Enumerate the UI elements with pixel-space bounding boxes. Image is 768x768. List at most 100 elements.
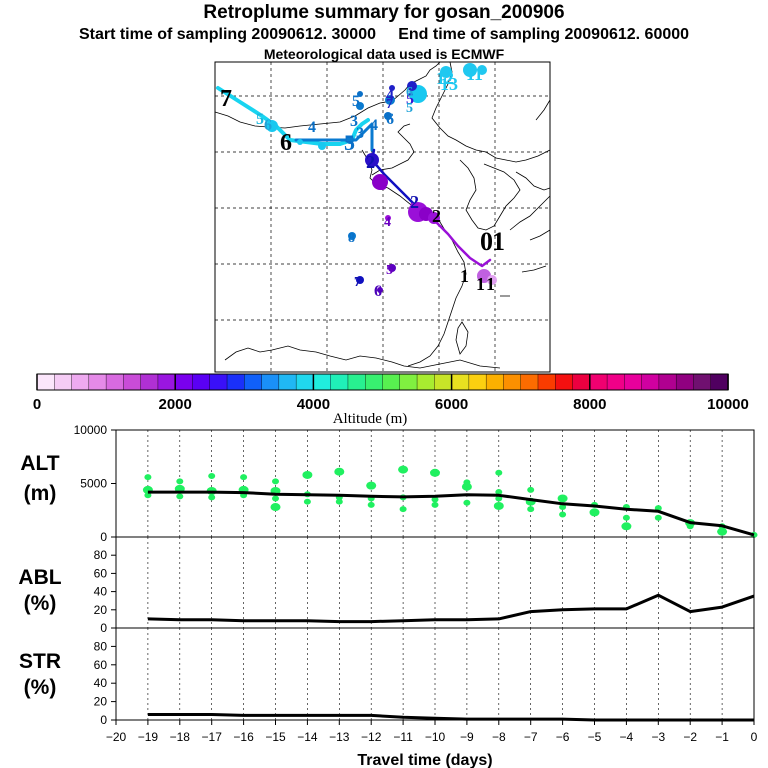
colorbar-tick-label: 0 (33, 396, 41, 413)
colorbar-cell (503, 373, 522, 391)
trajectory-label: 5 (406, 91, 414, 108)
panel-alt: 0 5000 10000 ALT (m) (20, 423, 758, 544)
panel-label: ABL (18, 566, 61, 589)
x-tick-label: 0 (751, 730, 758, 744)
y-tick-label: 0 (100, 713, 107, 727)
x-tick-label: −2 (683, 730, 697, 744)
trajectory-label: 4 (308, 119, 316, 136)
scatter-point (559, 504, 567, 511)
trajectory-label: 4 (386, 87, 394, 104)
trajectory-dot (463, 63, 477, 77)
colorbar-cell (468, 373, 487, 391)
x-tick-label: −9 (460, 730, 474, 744)
y-tick-label: 60 (94, 658, 108, 672)
scatter-point (270, 503, 281, 512)
trajectory-dot (356, 102, 364, 110)
y-tick-label: 60 (94, 566, 108, 580)
scatter-point (431, 501, 439, 508)
colorbar-cell (278, 373, 297, 391)
y-tick-label: 40 (94, 676, 108, 690)
series-line (147, 593, 755, 624)
x-tick-label: −3 (651, 730, 665, 744)
trajectory-dot (384, 112, 392, 120)
trajectory-label: 7 (386, 97, 393, 112)
x-tick-label: −20 (106, 730, 127, 744)
trajectory-dot (318, 142, 326, 150)
trajectory-label: 4 (370, 117, 378, 134)
colorbar-cell (105, 373, 125, 391)
colorbar-cell (295, 373, 315, 391)
colorbar-cell (658, 373, 677, 391)
colorbar-label: Altitude (m) (333, 411, 408, 427)
y-tick-label: 0 (100, 530, 107, 544)
y-tick-label: 80 (94, 548, 108, 562)
colorbar-cell (624, 373, 643, 391)
scatter-point (399, 506, 407, 513)
scatter-point (208, 473, 216, 480)
coastlines (214, 61, 551, 369)
colorbar-cell (192, 373, 211, 391)
trajectory-dot (388, 264, 396, 272)
trajectory-label: 1 (492, 227, 505, 256)
x-tick-label: −14 (297, 730, 318, 744)
trajectory-dot (487, 275, 497, 285)
x-tick-label: −4 (620, 730, 634, 744)
colorbar-cell (675, 373, 695, 391)
colorbar-cell (88, 373, 107, 391)
scatter-point (431, 496, 439, 503)
trajectory-label: 13 (440, 74, 458, 94)
trajectory-label: 5 (406, 101, 413, 116)
colorbar-cell (157, 373, 176, 391)
colorbar-tick-label: 2000 (159, 396, 192, 413)
y-tick-label: 80 (94, 639, 108, 653)
colorbar-cell (710, 373, 729, 391)
x-tick-label: −18 (170, 730, 191, 744)
y-tick-label: 10000 (74, 423, 108, 437)
panel-unit: (%) (24, 592, 57, 615)
trajectory-dot (385, 215, 391, 221)
colorbar-cell (606, 373, 626, 391)
scatter-point (493, 501, 504, 510)
colorbar-tick-label: 6000 (435, 396, 468, 413)
trajectory-dot (356, 276, 364, 284)
trajectory-label: 5 (386, 263, 393, 278)
colorbar-cell (123, 373, 142, 391)
trajectory-dot (357, 91, 363, 97)
trajectory-label: 12 (436, 68, 454, 88)
trajectory-label: 1 (460, 266, 469, 286)
panel-unit: (m) (24, 482, 57, 505)
x-tick-label: −17 (202, 730, 223, 744)
trajectory-label: 2 (410, 192, 419, 212)
trajectory-dot (348, 232, 356, 240)
scatter-point (654, 505, 662, 512)
colorbar-cell (572, 373, 591, 391)
trajectory-dot (346, 136, 354, 144)
end-time-text: End time of sampling 20090612. 60000 (398, 26, 690, 43)
scatter-point (495, 489, 503, 496)
colorbar-cell (641, 373, 660, 391)
colorbar-cell (555, 373, 574, 391)
scatter-point (272, 495, 279, 502)
altitude-colorbar: 0 2000 4000 6000 8000 10000 Altitude (m) (33, 373, 749, 427)
colorbar-cell (313, 373, 332, 391)
trajectory-label: 6 (386, 111, 394, 128)
x-tick-label: −7 (524, 730, 538, 744)
trajectory-dot (377, 287, 383, 293)
colorbar-cell (244, 373, 263, 391)
trajectory-label: 7 (354, 275, 361, 290)
series-line (147, 490, 755, 537)
series-line (147, 713, 754, 722)
x-tick-label: −8 (492, 730, 506, 744)
y-tick-label: 40 (94, 585, 108, 599)
scatter-point (208, 494, 216, 501)
trajectory-label: 3 (378, 174, 387, 194)
time-series-panels: 0 5000 10000 ALT (m) 0 20 40 60 80 ABL (%) 0 20 40 60 80… (18, 423, 757, 768)
trajectory-dot (428, 212, 440, 224)
colorbar-cell (365, 373, 384, 391)
scatter-point (240, 474, 248, 481)
trajectory-dot (389, 85, 395, 91)
scatter-point (559, 511, 567, 518)
trajectory-label: 2 (366, 152, 375, 172)
